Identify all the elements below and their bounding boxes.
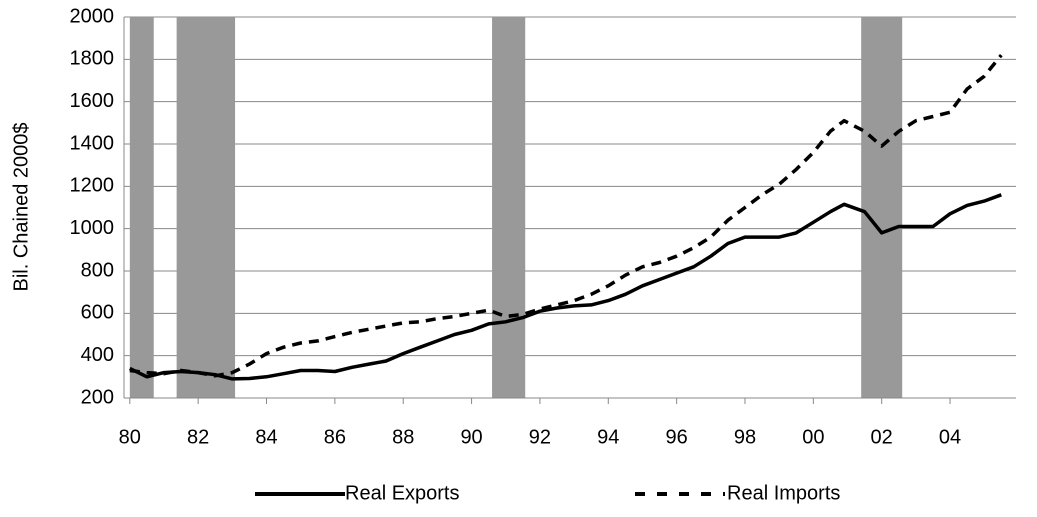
x-tick-label: 00 xyxy=(802,426,824,448)
y-tick-label: 1400 xyxy=(70,132,115,154)
recession-band xyxy=(861,17,903,398)
y-tick-label: 400 xyxy=(81,344,114,366)
y-tick-label: 1800 xyxy=(70,48,115,70)
data-line xyxy=(129,54,1003,378)
y-tick-label: 800 xyxy=(81,259,114,281)
y-tick-label: 2000 xyxy=(70,5,115,27)
recession-band xyxy=(492,17,526,398)
y-tick-label: 200 xyxy=(81,386,114,408)
x-tick-label: 92 xyxy=(529,426,551,448)
legend-label: Real Exports xyxy=(345,482,460,504)
data-line xyxy=(129,193,1002,381)
y-tick-label: 1000 xyxy=(70,217,115,239)
x-tick-label: 80 xyxy=(119,426,141,448)
x-tick-label: 02 xyxy=(871,426,893,448)
legend-label: Real Imports xyxy=(727,482,840,504)
x-tick-label: 84 xyxy=(255,426,277,448)
recession-band xyxy=(129,17,154,398)
y-tick-label: 1600 xyxy=(70,90,115,112)
y-tick-label: 600 xyxy=(81,302,114,324)
x-tick-label: 82 xyxy=(187,426,209,448)
x-tick-label: 86 xyxy=(324,426,346,448)
recession-band xyxy=(176,17,236,398)
x-tick-label: 94 xyxy=(597,426,619,448)
y-axis-label: Bil. Chained 2000$ xyxy=(10,122,32,291)
x-tick-label: 98 xyxy=(734,426,756,448)
x-tick-label: 88 xyxy=(392,426,414,448)
x-tick-label: 96 xyxy=(666,426,688,448)
y-tick-label: 1200 xyxy=(70,175,115,197)
x-tick-label: 04 xyxy=(939,426,961,448)
x-tick-label: 90 xyxy=(460,426,482,448)
